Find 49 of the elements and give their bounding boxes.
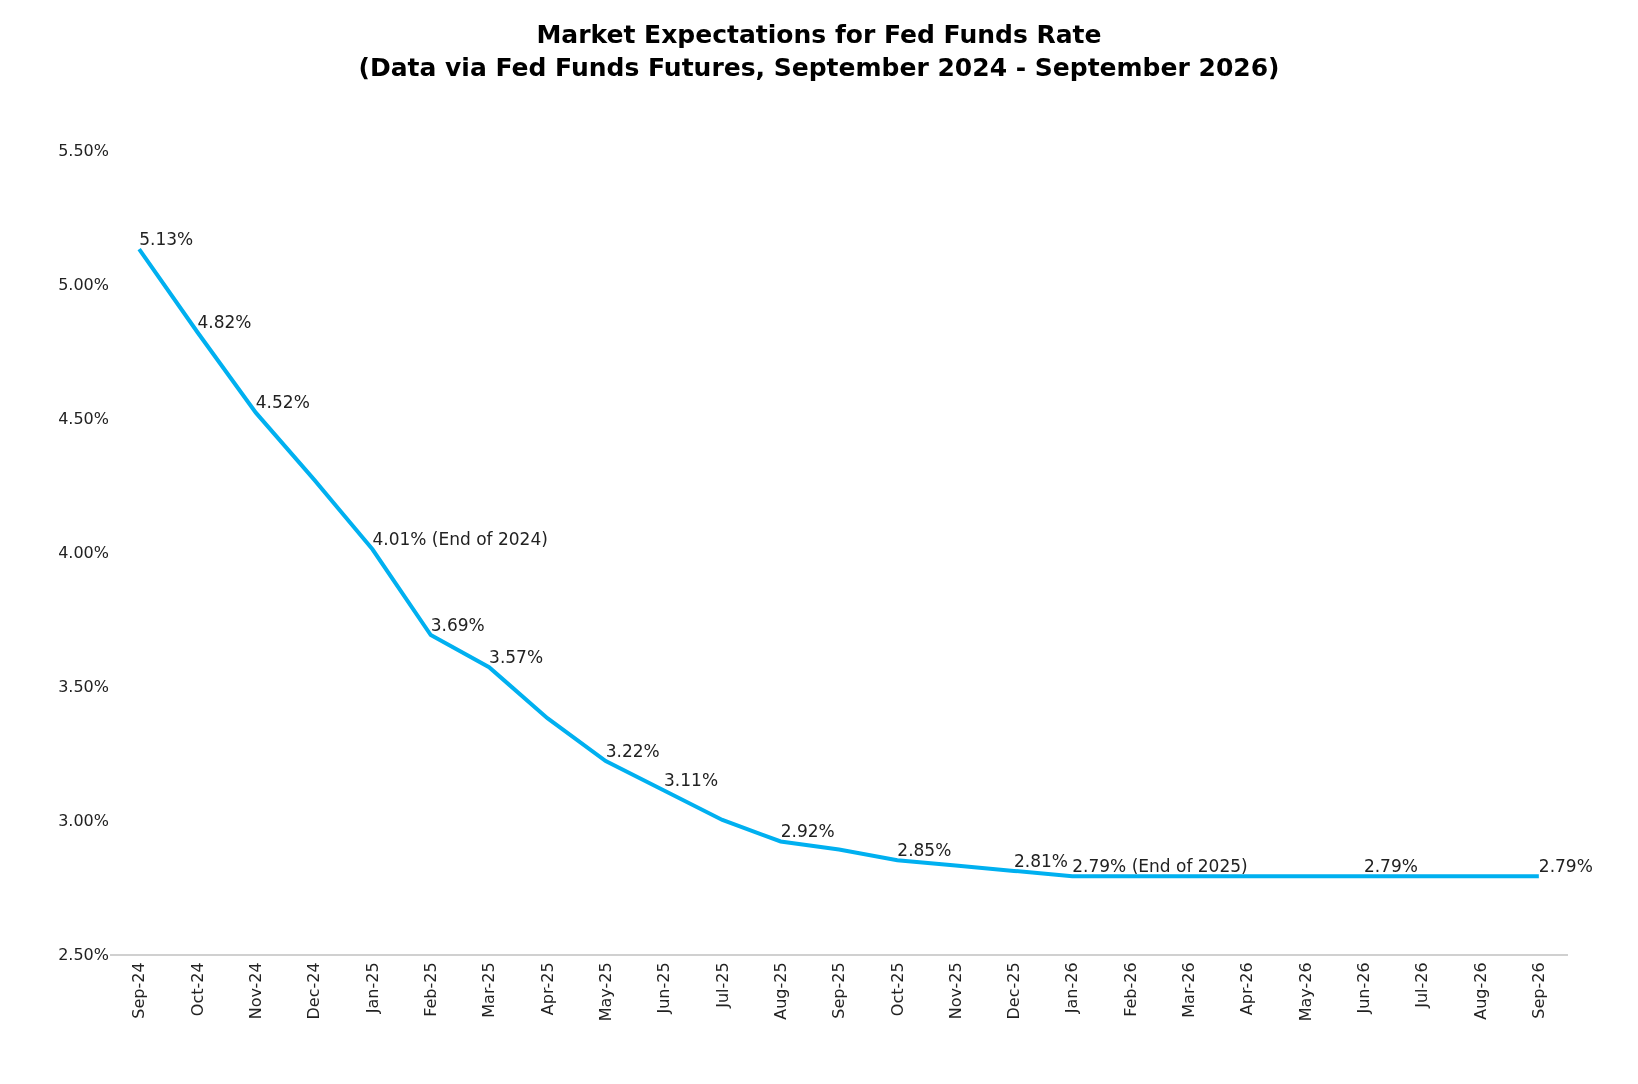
x-tick-label: May-26 bbox=[1295, 962, 1315, 1022]
x-tick-label: Jun-26 bbox=[1354, 962, 1374, 1015]
x-tick-label: Dec-25 bbox=[1004, 962, 1024, 1020]
data-label: 3.57% bbox=[489, 646, 544, 667]
x-tick-label: Mar-25 bbox=[479, 962, 499, 1018]
x-tick-label: Jul-25 bbox=[712, 962, 732, 1009]
y-tick-label: 3.50% bbox=[58, 676, 109, 696]
data-label: 3.11% bbox=[664, 770, 719, 791]
data-label: 4.82% bbox=[197, 311, 252, 332]
x-tick-label: Mar-26 bbox=[1179, 962, 1199, 1018]
data-label: 5.13% bbox=[139, 228, 194, 249]
data-label: 3.69% bbox=[430, 614, 485, 635]
x-tick-label: Jun-25 bbox=[654, 962, 674, 1015]
x-tick-label: Jan-26 bbox=[1062, 962, 1082, 1015]
y-tick-label: 2.50% bbox=[58, 944, 109, 964]
x-tick-label: Feb-25 bbox=[420, 962, 440, 1017]
x-tick-label: Oct-24 bbox=[187, 962, 207, 1017]
chart-subtitle: (Data via Fed Funds Futures, September 2024 - September 2026) bbox=[358, 52, 1280, 82]
x-tick-label: Apr-25 bbox=[537, 962, 557, 1016]
line-series bbox=[137, 247, 1541, 879]
x-tick-label: Jan-25 bbox=[362, 962, 382, 1015]
x-tick-label: Nov-25 bbox=[945, 962, 965, 1020]
data-label: 2.79% bbox=[1538, 856, 1593, 877]
data-label: 2.85% bbox=[897, 839, 952, 860]
x-tick-label: May-25 bbox=[595, 962, 615, 1022]
x-tick-label: Sep-25 bbox=[829, 962, 849, 1019]
x-tick-label: Aug-26 bbox=[1470, 962, 1490, 1020]
x-tick-label: Dec-24 bbox=[304, 962, 324, 1020]
x-tick-label: Sep-24 bbox=[129, 962, 149, 1019]
x-tick-label: Feb-26 bbox=[1120, 962, 1140, 1017]
y-tick-label: 4.50% bbox=[58, 408, 109, 428]
data-label: 2.79% (End of 2025) bbox=[1072, 856, 1248, 877]
data-label: 2.79% bbox=[1363, 856, 1418, 877]
data-label: 2.92% bbox=[780, 821, 835, 842]
chart-title: Market Expectations for Fed Funds Rate bbox=[536, 20, 1102, 50]
data-label: 3.22% bbox=[605, 740, 660, 761]
y-tick-label: 3.00% bbox=[58, 810, 109, 830]
x-tick-label: Apr-26 bbox=[1237, 962, 1257, 1016]
y-tick-label: 5.50% bbox=[58, 140, 109, 160]
x-tick-label: Aug-25 bbox=[770, 962, 790, 1020]
x-tick-label: Sep-26 bbox=[1529, 962, 1549, 1019]
y-tick-label: 5.00% bbox=[58, 274, 109, 294]
data-label: 4.52% bbox=[255, 392, 310, 413]
data-label: 2.81% bbox=[1013, 850, 1068, 871]
data-label: 4.01% (End of 2024) bbox=[372, 529, 548, 550]
y-tick-label: 4.00% bbox=[58, 542, 109, 562]
x-tick-label: Jul-26 bbox=[1412, 962, 1432, 1009]
x-tick-label: Nov-24 bbox=[246, 962, 265, 1020]
x-tick-label: Oct-25 bbox=[887, 962, 907, 1017]
